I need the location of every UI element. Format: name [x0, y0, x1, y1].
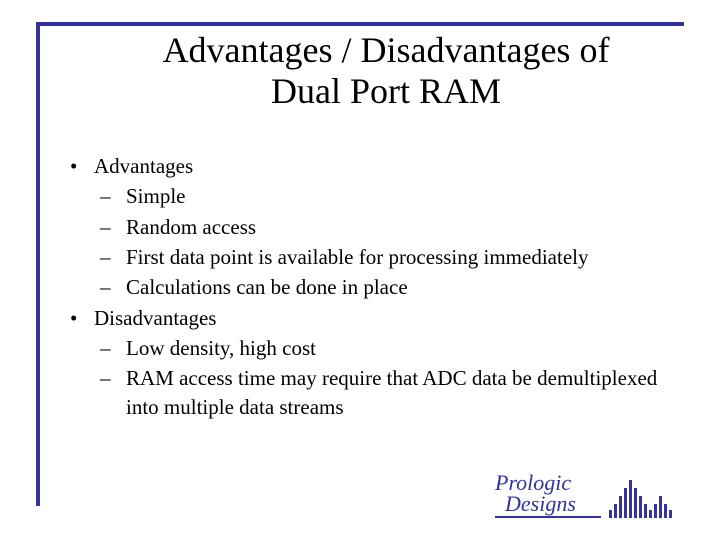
logo-bar [619, 496, 622, 518]
logo-bar [629, 480, 632, 518]
list-subitem: – RAM access time may require that ADC d… [66, 364, 686, 421]
dash-icon: – [100, 243, 126, 271]
slide: Advantages / Disadvantages of Dual Port … [0, 0, 720, 540]
frame-horizontal [36, 22, 684, 26]
logo-bar [669, 510, 672, 518]
list-subitem: – Random access [66, 213, 686, 241]
list-subitem: – Low density, high cost [66, 334, 686, 362]
list-item-label: Advantages [94, 152, 686, 180]
list-subitem: – Calculations can be done in place [66, 273, 686, 301]
logo-bar [624, 488, 627, 518]
title-line-2: Dual Port RAM [271, 71, 501, 111]
dash-icon: – [100, 364, 126, 421]
list-subitem-label: RAM access time may require that ADC dat… [126, 364, 686, 421]
slide-body: • Advantages – Simple – Random access – … [66, 150, 686, 421]
list-subitem-label: Calculations can be done in place [126, 273, 686, 301]
logo-bar [659, 496, 662, 518]
logo-bar [654, 504, 657, 518]
dash-icon: – [100, 213, 126, 241]
list-subitem-label: Random access [126, 213, 686, 241]
list-item: • Advantages [66, 152, 686, 180]
logo-bar [649, 510, 652, 518]
list-subitem-label: First data point is available for proces… [126, 243, 686, 271]
dash-icon: – [100, 334, 126, 362]
frame-vertical [36, 22, 40, 506]
bullet-icon: • [66, 304, 94, 332]
logo-bars-icon [607, 478, 672, 518]
list-item: • Disadvantages [66, 304, 686, 332]
logo-underline [495, 516, 601, 518]
list-subitem: – First data point is available for proc… [66, 243, 686, 271]
list-item-label: Disadvantages [94, 304, 686, 332]
logo: Prologic Designs [495, 473, 672, 518]
logo-bar [639, 496, 642, 518]
dash-icon: – [100, 273, 126, 301]
list-subitem-label: Simple [126, 182, 686, 210]
logo-line-2: Designs [495, 494, 601, 515]
list-subitem-label: Low density, high cost [126, 334, 686, 362]
logo-bar [644, 504, 647, 518]
logo-text: Prologic Designs [495, 473, 601, 518]
logo-bar [609, 510, 612, 518]
logo-bar [634, 488, 637, 518]
title-line-1: Advantages / Disadvantages of [163, 30, 610, 70]
list-subitem: – Simple [66, 182, 686, 210]
bullet-icon: • [66, 152, 94, 180]
logo-bar [614, 504, 617, 518]
dash-icon: – [100, 182, 126, 210]
logo-bar [664, 504, 667, 518]
slide-title: Advantages / Disadvantages of Dual Port … [86, 30, 686, 113]
